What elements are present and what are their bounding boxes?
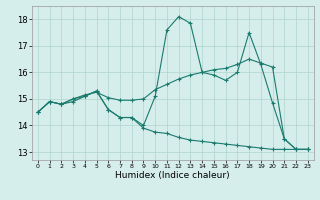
- X-axis label: Humidex (Indice chaleur): Humidex (Indice chaleur): [116, 171, 230, 180]
